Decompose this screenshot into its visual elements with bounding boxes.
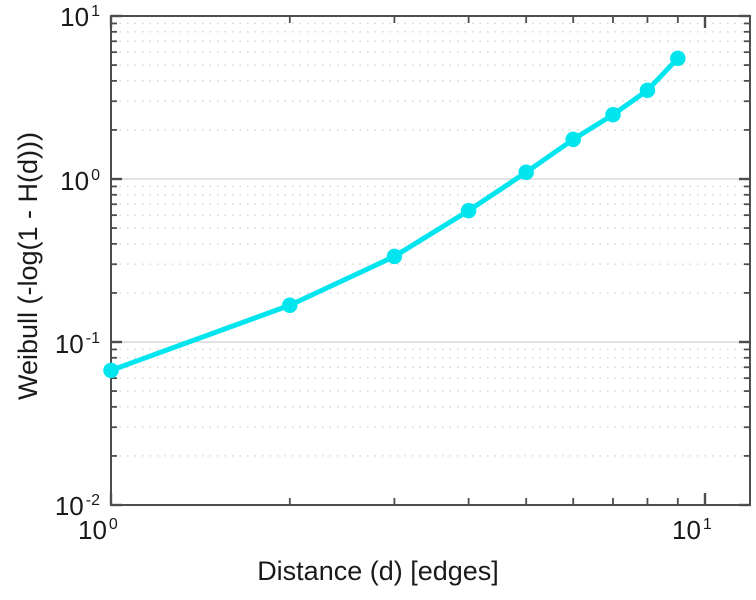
- y-tick-label-10e0: 10 0: [60, 166, 100, 196]
- plot-frame: [110, 15, 751, 506]
- y-tick-label-10e-2: 10 -2: [54, 491, 100, 521]
- minor-gridlines: [112, 22, 749, 457]
- x-axis-label-text: Distance (d) [edges]: [257, 556, 499, 586]
- x-tick-label-10e1: 10 1: [672, 515, 712, 545]
- x-tick-label-10e0: 10 0: [78, 515, 118, 545]
- data-series-markers: [103, 50, 686, 379]
- axis-ticks: [109, 14, 750, 507]
- x-axis-label: Distance (d) [edges]: [0, 556, 756, 587]
- y-tick-label-10e1: 10 1: [60, 2, 100, 32]
- major-gridlines: [112, 178, 749, 343]
- data-series-line: [108, 55, 681, 373]
- y-tick-label-10e-1: 10 -1: [54, 329, 100, 359]
